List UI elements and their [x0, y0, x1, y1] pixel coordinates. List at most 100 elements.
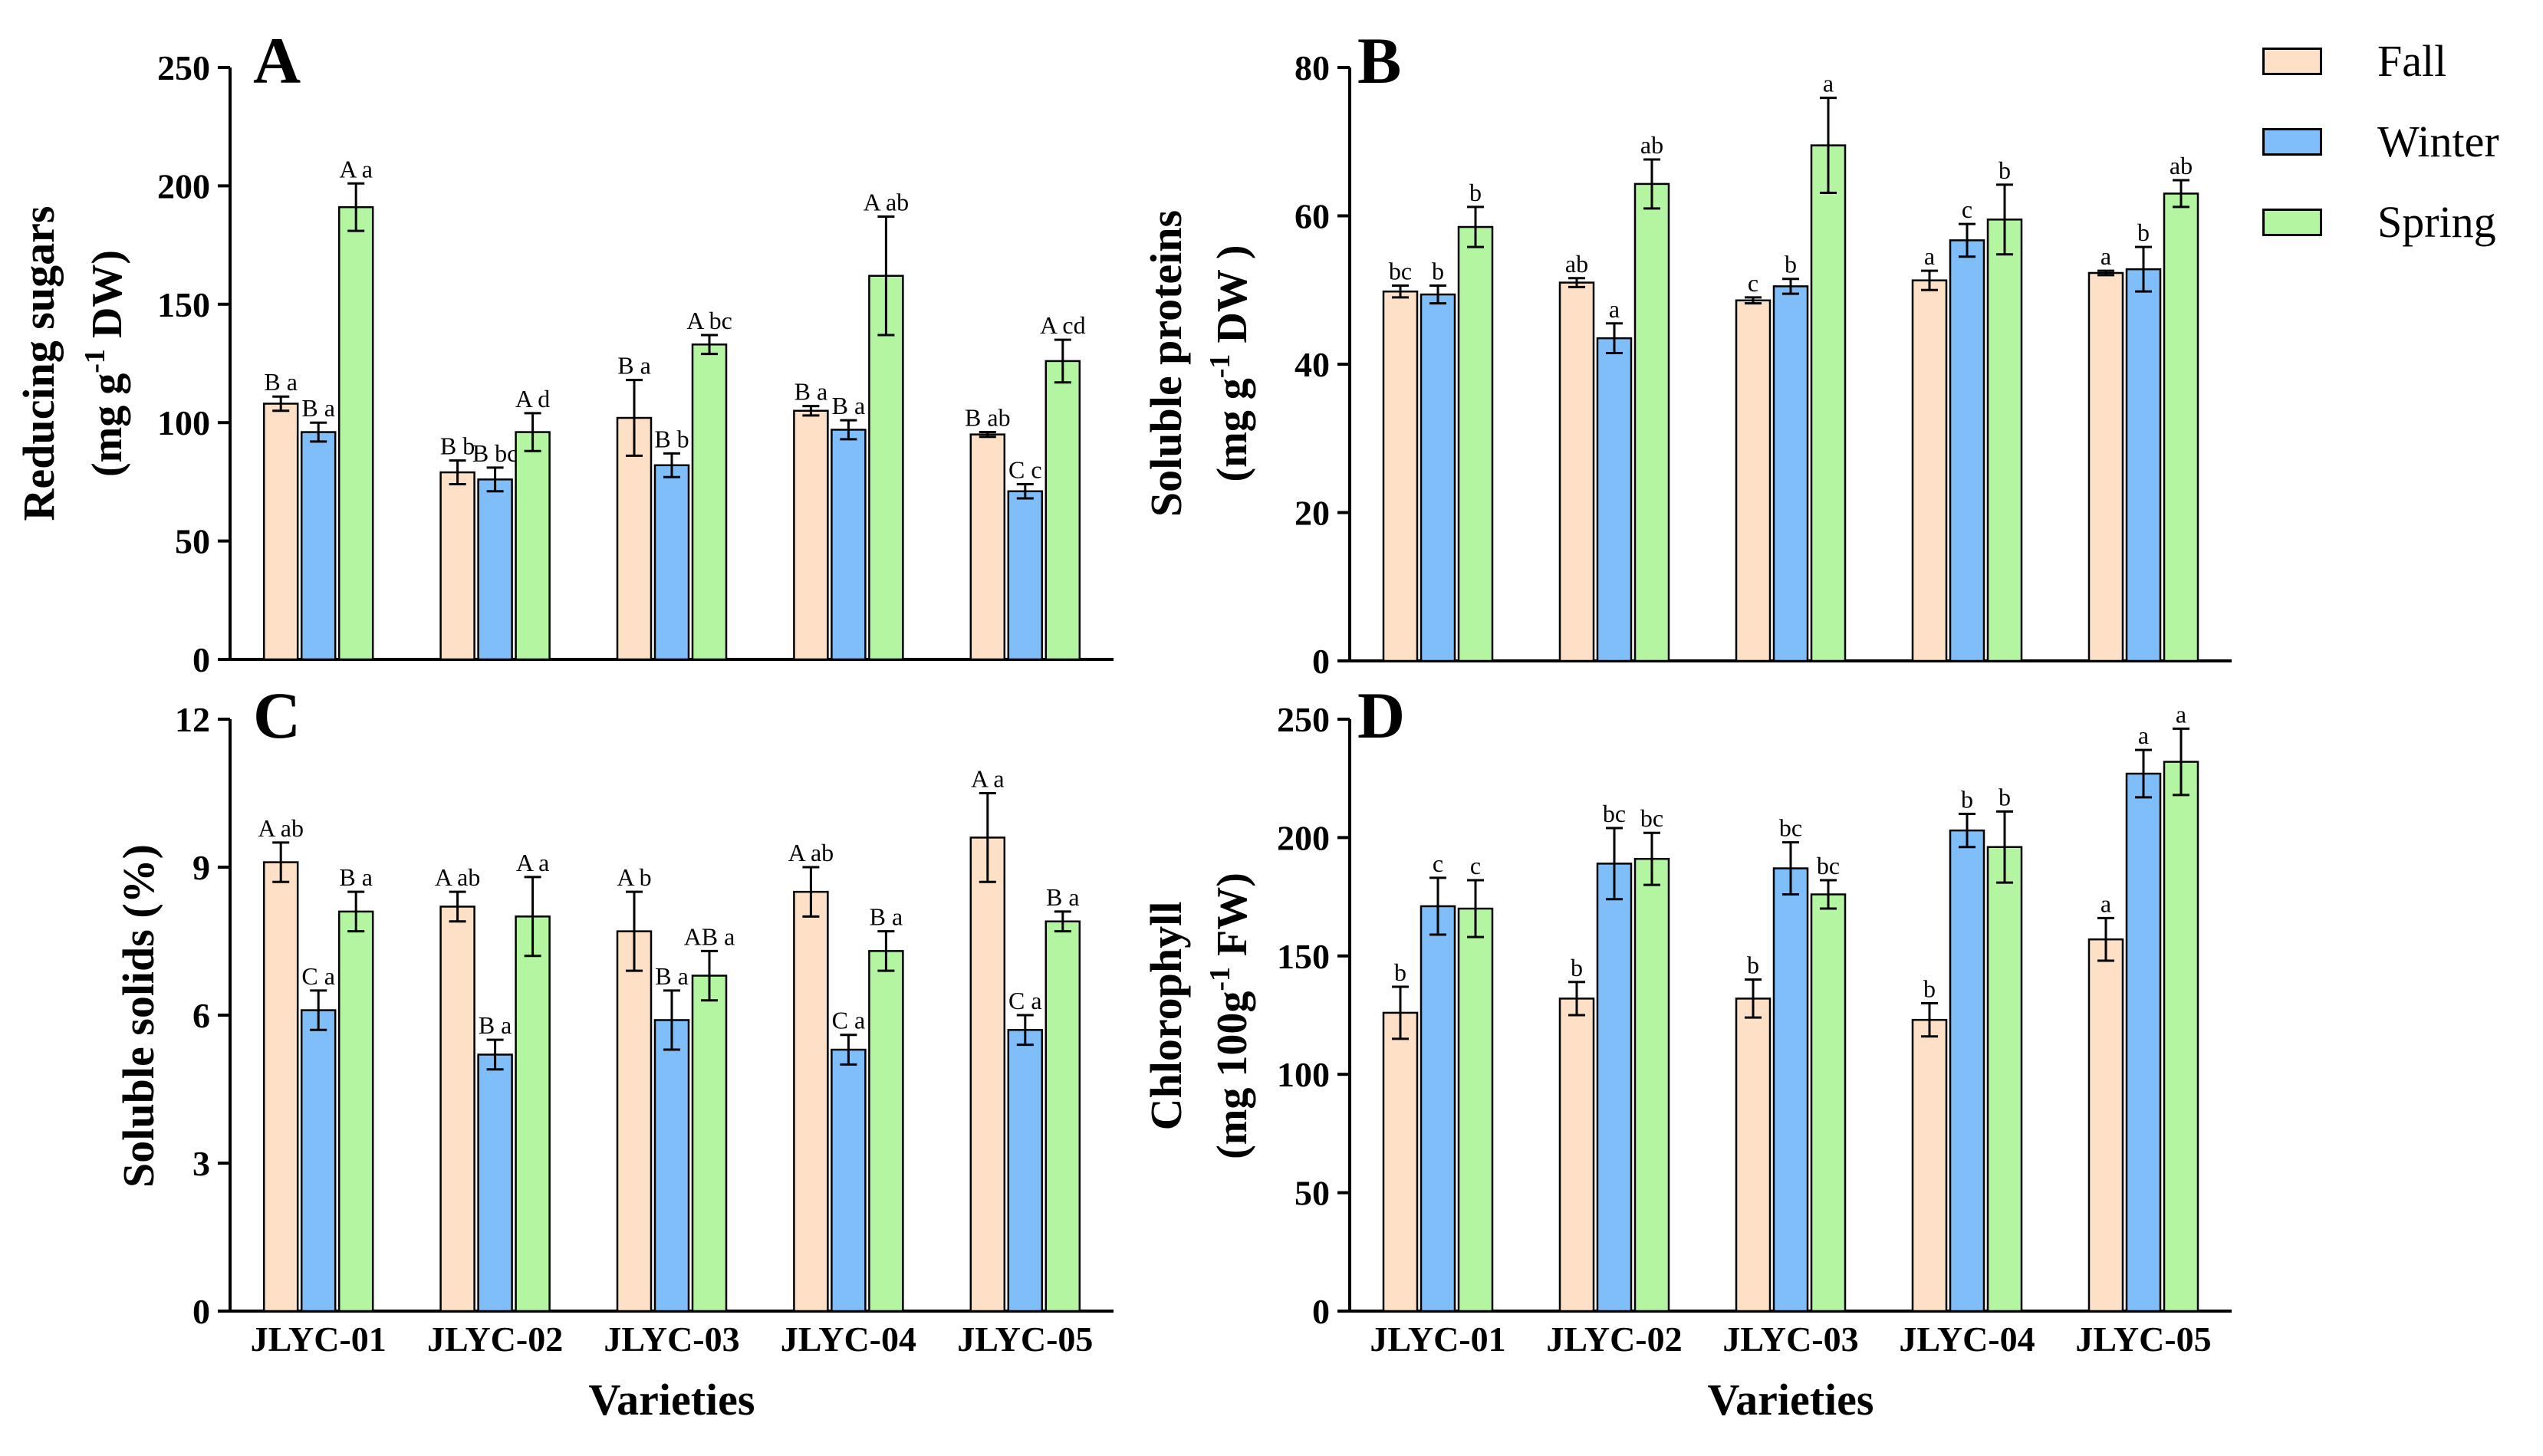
significance-label: A ab: [864, 189, 910, 216]
significance-label: C a: [832, 1007, 866, 1034]
bar-spring: [691, 343, 728, 661]
x-tick-label: JLYC-02: [427, 1320, 563, 1359]
bar-fall: [1558, 281, 1595, 662]
bar-winter: [831, 429, 867, 661]
significance-label: B a: [264, 368, 298, 396]
significance-label: b: [1999, 156, 2011, 184]
y-tick-label: 0: [1312, 642, 1330, 681]
y-axis-unit: (mg 100g-1 FW): [1204, 873, 1256, 1159]
significance-label: A d: [515, 385, 550, 412]
panel-title: A: [253, 24, 301, 97]
significance-label: a: [2101, 242, 2111, 270]
significance-label: b: [1785, 251, 1797, 278]
significance-label: b: [1747, 951, 1759, 979]
significance-label: A cd: [1040, 311, 1086, 339]
bar-spring: [868, 274, 904, 661]
significance-label: A ab: [435, 863, 481, 891]
y-tick-label: 60: [1295, 197, 1330, 236]
bar-fall: [969, 836, 1006, 1313]
bar-fall: [1382, 290, 1419, 662]
bar-spring: [515, 431, 551, 661]
significance-label: c: [1962, 196, 1972, 223]
y-tick-label: 250: [1277, 700, 1330, 739]
legend-swatch-fall: [2262, 48, 2322, 75]
bar-winter: [477, 1053, 513, 1313]
bar-fall: [1558, 998, 1595, 1313]
bar-fall: [1735, 299, 1772, 662]
y-tick-label: 100: [157, 403, 210, 442]
bar-winter: [300, 431, 337, 661]
x-tick-label: JLYC-01: [251, 1320, 387, 1359]
significance-label: a: [1609, 295, 1620, 323]
legend-swatch-spring: [2262, 209, 2322, 236]
y-tick-label: 0: [192, 1292, 210, 1331]
bar-spring: [1810, 893, 1847, 1313]
significance-label: B a: [339, 863, 373, 891]
bar-spring: [2163, 192, 2199, 662]
significance-label: c: [1748, 269, 1758, 297]
significance-label: B b: [440, 432, 475, 460]
significance-label: A ab: [788, 839, 834, 866]
x-tick-label: JLYC-03: [1722, 1320, 1858, 1359]
bar-winter: [831, 1048, 867, 1313]
bar-spring: [337, 910, 374, 1313]
significance-label: A a: [339, 155, 373, 182]
y-tick-label: 200: [1277, 818, 1330, 857]
y-tick-label: 0: [192, 640, 210, 679]
bar-spring: [1986, 846, 2023, 1313]
x-tick-label: JLYC-02: [1546, 1320, 1682, 1359]
x-tick-label: JLYC-05: [2075, 1320, 2211, 1359]
bar-spring: [1045, 920, 1081, 1313]
panel-d: 0 50 100 150 200 250 D Chlorophyll (mg 100g-1 FW…: [1141, 679, 2232, 1425]
y-tick-label: 50: [1295, 1174, 1330, 1213]
significance-label: B a: [794, 378, 828, 406]
bar-fall: [616, 416, 653, 661]
significance-label: b: [2137, 219, 2150, 246]
x-tick-label: JLYC-01: [1370, 1320, 1505, 1359]
bar-spring: [1986, 219, 2023, 662]
y-axis-title: Chlorophyll: [1141, 902, 1191, 1131]
y-axis-title: Soluble proteins: [1141, 210, 1191, 517]
significance-label: b: [1571, 954, 1583, 981]
bar-winter: [1949, 239, 1985, 662]
bar-fall: [439, 905, 475, 1313]
y-tick-label: 40: [1295, 345, 1330, 384]
x-tick-label: JLYC-05: [957, 1320, 1093, 1359]
bar-spring: [1810, 144, 1847, 662]
significance-label: a: [2176, 700, 2186, 728]
y-tick-label: 150: [157, 285, 210, 324]
significance-label: b: [1923, 975, 1936, 1003]
panel-title: C: [253, 679, 301, 752]
significance-label: ab: [1565, 250, 1588, 278]
y-tick-label: 20: [1295, 494, 1330, 533]
bar-fall: [1382, 1011, 1419, 1313]
significance-label: b: [1394, 958, 1406, 986]
significance-label: bc: [1779, 814, 1802, 842]
bar-fall: [793, 890, 829, 1313]
y-tick-label: 0: [1312, 1292, 1330, 1331]
bar-winter: [1596, 863, 1633, 1313]
y-tick-label: 9: [192, 848, 210, 887]
significance-label: B a: [870, 903, 903, 931]
bar-fall: [262, 861, 299, 1313]
significance-label: bc: [1640, 804, 1663, 832]
bar-winter: [2125, 772, 2162, 1313]
bar-winter: [300, 1009, 337, 1313]
significance-label: B a: [832, 392, 866, 419]
significance-label: a: [2101, 889, 2111, 917]
bar-spring: [515, 915, 551, 1313]
y-axis-unit: (mg g-1 DW ): [1204, 245, 1256, 481]
bar-fall: [1911, 279, 1948, 662]
bar-fall: [1735, 998, 1772, 1313]
y-tick-label: 80: [1295, 48, 1330, 87]
bar-fall: [2087, 938, 2124, 1313]
bar-spring: [691, 975, 728, 1313]
bar-winter: [1949, 829, 1985, 1313]
bar-spring: [337, 205, 374, 661]
significance-label: bc: [1389, 257, 1412, 284]
significance-label: ab: [1640, 131, 1663, 159]
y-tick-label: 100: [1277, 1055, 1330, 1094]
significance-label: B ab: [965, 404, 1011, 432]
significance-label: bc: [1603, 800, 1626, 827]
